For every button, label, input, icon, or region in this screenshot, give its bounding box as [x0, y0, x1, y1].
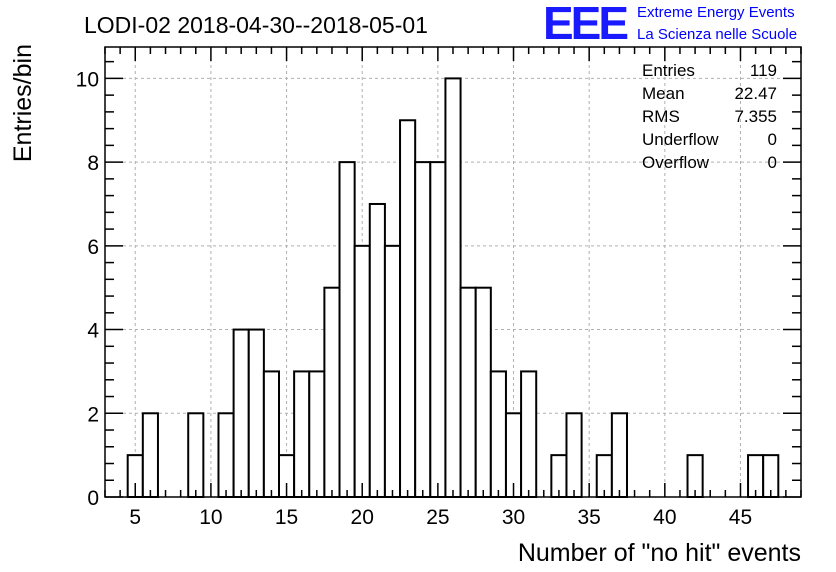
histogram-bar [293, 370, 311, 499]
stats-label: RMS [642, 107, 680, 126]
y-tick-label: 6 [87, 236, 99, 259]
y-tick-label: 8 [87, 152, 99, 175]
histogram-bar [141, 412, 159, 499]
histogram-bar [565, 412, 583, 499]
y-axis-title: Entries/bin [9, 44, 37, 162]
y-tick-labels: 0 2 4 6 8 10 [76, 68, 100, 510]
x-tick-label: 30 [502, 506, 525, 529]
histogram-bar [217, 412, 235, 499]
x-tick-labels: 5 10 15 20 25 30 35 40 45 [129, 506, 752, 529]
eee-logo: EEE Extreme Energy Events La Scienza nel… [543, 0, 797, 49]
stats-value: 119 [750, 61, 777, 80]
y-tick-label: 10 [76, 68, 99, 91]
y-tick-label: 0 [87, 487, 99, 510]
histogram-bar [308, 370, 326, 499]
histogram-bar [610, 412, 629, 499]
histogram-bar [338, 161, 356, 498]
logo-letters: EEE [543, 0, 627, 49]
histogram-bar [323, 286, 341, 498]
x-tick-label: 5 [129, 506, 141, 529]
logo-line-2: La Scienza nelle Scuole [637, 26, 797, 43]
logo-line-1: Extreme Energy Events [637, 4, 795, 21]
stats-value: 22.47 [734, 84, 777, 103]
chart-title: LODI-02 2018-04-30--2018-05-01 [84, 12, 428, 38]
stats-value: 7.355 [734, 107, 777, 126]
histogram-bar [444, 77, 462, 498]
y-tick-label: 4 [87, 320, 99, 343]
y-tick-label: 2 [87, 403, 99, 426]
stats-value: 0 [768, 130, 777, 149]
stats-box: Entries 119 Mean 22.47 RMS 7.355 Underflow 0 Ove… [642, 61, 777, 172]
stats-label: Underflow [642, 130, 719, 149]
x-tick-label: 40 [653, 506, 676, 529]
stats-label: Entries [642, 61, 695, 80]
histogram-bar [474, 286, 492, 498]
x-axis-title: Number of "no hit" events [518, 539, 801, 567]
histogram-bar [399, 119, 417, 498]
x-tick-label: 25 [426, 506, 449, 529]
histogram-bar [383, 244, 402, 498]
histogram-bar [368, 202, 386, 498]
histogram-bar [262, 370, 281, 499]
stats-label: Overflow [642, 153, 710, 172]
histogram-bar [429, 161, 447, 498]
x-tick-label: 35 [577, 506, 600, 529]
x-tick-label: 10 [199, 506, 222, 529]
histogram-bar [520, 370, 538, 499]
x-tick-label: 45 [729, 506, 752, 529]
histogram-bar [459, 286, 477, 498]
histogram-bars [126, 77, 780, 499]
x-tick-label: 15 [275, 506, 298, 529]
histogram-bar [414, 161, 432, 498]
histogram-bar [187, 412, 205, 499]
stats-label: Mean [642, 84, 685, 103]
histogram-bar [247, 328, 265, 498]
histogram-bar [353, 244, 371, 498]
axis-ticks [104, 47, 802, 498]
stats-value: 0 [768, 153, 777, 172]
x-tick-label: 20 [351, 506, 374, 529]
histogram-bar [489, 370, 507, 499]
histogram-bar [232, 328, 250, 498]
